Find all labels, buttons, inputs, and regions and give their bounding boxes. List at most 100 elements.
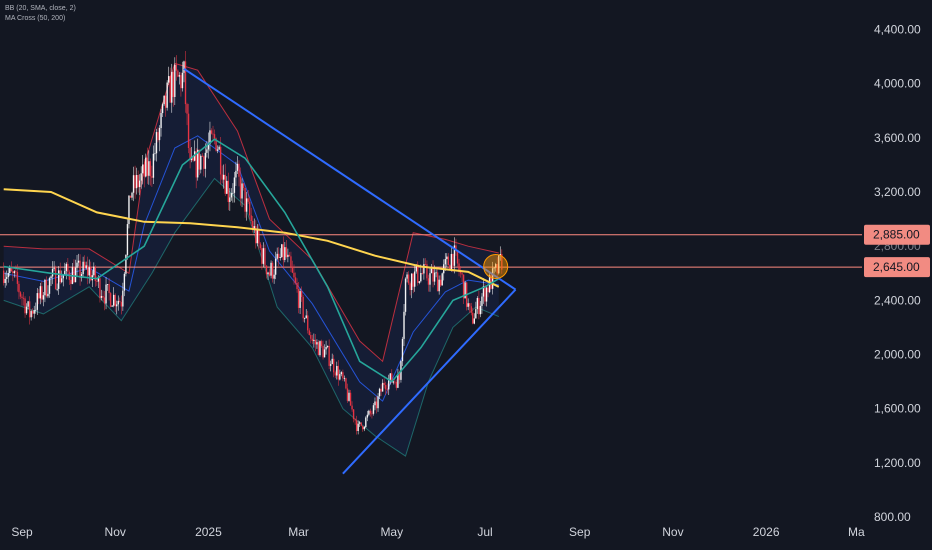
- candle: [366, 410, 369, 422]
- candle-body: [383, 382, 385, 386]
- candle-body: [137, 175, 139, 188]
- candle-body: [158, 128, 161, 141]
- candle: [223, 164, 225, 189]
- candle: [279, 248, 281, 261]
- candle-body: [349, 392, 352, 406]
- candle: [166, 80, 168, 111]
- candle: [45, 276, 48, 298]
- candle-body: [252, 220, 254, 231]
- y-axis[interactable]: 2,800.004,400.004,000.003,600.003,200.00…: [862, 0, 932, 550]
- candle: [469, 302, 471, 313]
- candle-body: [265, 265, 268, 275]
- candle: [470, 302, 472, 316]
- ma200-line: [3, 188, 500, 288]
- candle-body: [498, 255, 500, 274]
- candle: [397, 368, 399, 389]
- candle-body: [213, 134, 216, 139]
- candle-body: [216, 149, 219, 151]
- candle: [462, 274, 465, 304]
- candle: [395, 379, 398, 391]
- candle: [380, 384, 382, 396]
- candle-body: [365, 417, 367, 428]
- candle: [435, 269, 437, 278]
- candle-body: [245, 198, 248, 212]
- candle-body: [117, 300, 119, 305]
- candle-body: [195, 151, 197, 178]
- candle: [189, 139, 191, 169]
- candle-body: [212, 133, 214, 135]
- candle-body: [438, 279, 440, 292]
- candle-body: [458, 263, 460, 272]
- candle-body: [336, 365, 338, 376]
- candle-body: [74, 267, 77, 283]
- candle: [407, 271, 410, 286]
- candle: [374, 397, 376, 411]
- candle: [363, 425, 365, 432]
- candle: [365, 416, 367, 429]
- candle: [273, 269, 275, 284]
- candle-body: [178, 75, 181, 77]
- candle: [241, 178, 243, 208]
- candle: [212, 125, 214, 140]
- candle: [111, 304, 113, 307]
- candle-body: [290, 256, 292, 267]
- candle: [148, 150, 150, 185]
- candle-body: [485, 287, 488, 302]
- candle-body: [201, 155, 204, 157]
- candle: [375, 396, 378, 414]
- candle: [320, 339, 323, 348]
- candle-body: [140, 173, 142, 181]
- candle-body: [310, 334, 312, 339]
- candle-body: [79, 260, 81, 278]
- candle: [65, 262, 68, 280]
- bb-upper-line: [3, 62, 499, 363]
- candle: [25, 303, 28, 315]
- candle-body: [102, 295, 104, 298]
- candle: [67, 257, 69, 275]
- candle-body: [334, 372, 336, 376]
- candle-body: [224, 174, 226, 194]
- candle: [432, 260, 434, 288]
- candle-body: [362, 425, 364, 430]
- candle-body: [67, 263, 69, 272]
- highlight-circle: [483, 254, 509, 280]
- candle-body: [31, 311, 34, 314]
- candle: [357, 420, 359, 435]
- candle-body: [57, 270, 60, 289]
- candle-body: [253, 226, 255, 231]
- x-tick-label: May: [380, 525, 403, 539]
- candle: [221, 165, 223, 184]
- candle-body: [54, 267, 57, 290]
- candle-body: [404, 278, 407, 312]
- candle-body: [352, 409, 355, 420]
- candle: [360, 422, 362, 427]
- candle: [184, 50, 187, 113]
- candle: [264, 244, 266, 267]
- candle: [485, 286, 488, 307]
- candle-body: [36, 293, 38, 310]
- candle: [181, 61, 184, 92]
- candle: [317, 340, 320, 356]
- candle: [77, 253, 80, 267]
- candle-body: [308, 330, 310, 335]
- y-tick-label: 800.00: [874, 510, 911, 524]
- candle: [137, 170, 139, 193]
- candle: [481, 293, 483, 314]
- candle-body: [273, 274, 275, 279]
- candle: [493, 267, 495, 274]
- candle: [329, 360, 332, 372]
- candle-body: [455, 245, 457, 251]
- candle: [267, 271, 269, 280]
- candle-body: [351, 405, 353, 410]
- candle-body: [464, 282, 466, 299]
- candle: [51, 261, 54, 285]
- candle: [44, 278, 46, 303]
- plot-area[interactable]: [0, 50, 862, 475]
- x-axis[interactable]: Sep Nov 2025 Mar May Jul Sep Nov 2026 Ma: [11, 525, 865, 539]
- candle-body: [59, 270, 61, 283]
- candle-body: [300, 291, 303, 297]
- candle-body: [138, 180, 141, 188]
- candle: [478, 290, 480, 320]
- candle-body: [123, 273, 126, 291]
